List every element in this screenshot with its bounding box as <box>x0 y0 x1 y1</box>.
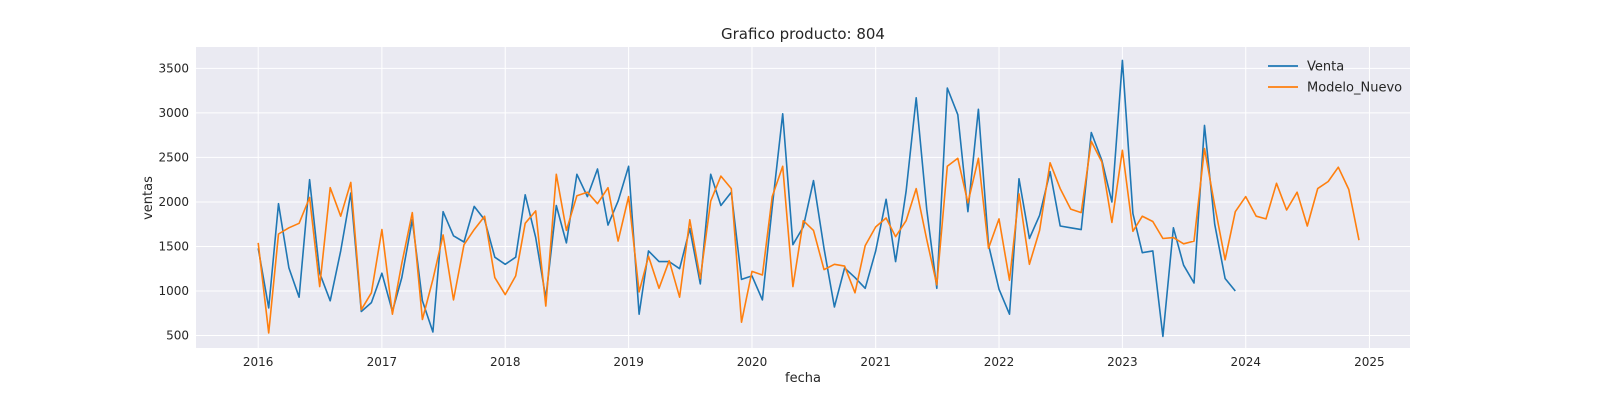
x-tick-label: 2022 <box>984 355 1015 369</box>
y-axis-ticks: 500 1000 1500 2000 2500 3000 3500 <box>158 61 189 342</box>
x-tick-label: 2023 <box>1107 355 1138 369</box>
plot-area <box>196 47 1410 348</box>
x-tick-label: 2020 <box>737 355 768 369</box>
gridlines <box>196 47 1410 348</box>
x-tick-label: 2018 <box>490 355 521 369</box>
y-tick-label: 2000 <box>158 195 189 209</box>
x-tick-label: 2021 <box>860 355 891 369</box>
x-axis-label: fecha <box>785 371 821 386</box>
y-tick-label: 1500 <box>158 239 189 253</box>
x-tick-label: 2016 <box>243 355 274 369</box>
y-axis-label: ventas <box>141 176 156 220</box>
y-tick-label: 3500 <box>158 61 189 75</box>
x-tick-label: 2025 <box>1354 355 1385 369</box>
series-line-modelo-nuevo <box>257 140 1360 334</box>
x-tick-label: 2017 <box>367 355 398 369</box>
legend-label: Modelo_Nuevo <box>1307 81 1402 96</box>
y-tick-label: 1000 <box>158 284 189 298</box>
x-tick-label: 2019 <box>613 355 644 369</box>
y-tick-label: 3000 <box>158 106 189 120</box>
legend-label: Venta <box>1307 60 1344 75</box>
series-line-venta <box>257 59 1236 338</box>
y-tick-label: 500 <box>166 329 189 343</box>
legend: Venta Modelo_Nuevo <box>1268 60 1402 96</box>
x-axis-ticks: 2016 2017 2018 2019 2020 2021 2022 2023 2024 2025 <box>243 355 1385 369</box>
x-tick-label: 2024 <box>1230 355 1261 369</box>
series-lines <box>257 59 1360 338</box>
y-tick-label: 2500 <box>158 150 189 164</box>
chart-title: Grafico producto: 804 <box>721 25 885 43</box>
